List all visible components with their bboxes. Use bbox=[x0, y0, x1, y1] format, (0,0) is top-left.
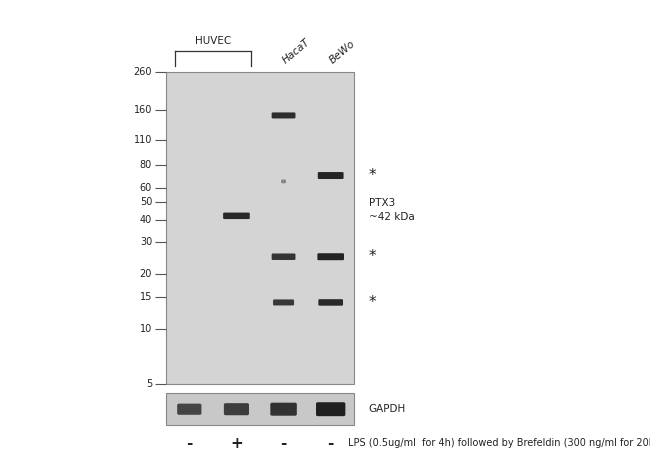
Text: LPS (0.5ug/ml  for 4h) followed by Brefeldin (300 ng/ml for 20h): LPS (0.5ug/ml for 4h) followed by Brefel… bbox=[348, 438, 650, 448]
FancyBboxPatch shape bbox=[273, 299, 294, 306]
Text: -: - bbox=[186, 436, 192, 451]
Text: HacaT: HacaT bbox=[280, 36, 312, 65]
FancyBboxPatch shape bbox=[224, 403, 249, 415]
FancyBboxPatch shape bbox=[281, 179, 286, 183]
FancyBboxPatch shape bbox=[316, 402, 345, 416]
Text: BeWo: BeWo bbox=[328, 38, 357, 65]
Text: 80: 80 bbox=[140, 160, 152, 170]
Text: 15: 15 bbox=[140, 292, 152, 302]
Text: -: - bbox=[328, 436, 334, 451]
Text: 160: 160 bbox=[134, 106, 152, 115]
Text: 260: 260 bbox=[134, 67, 152, 77]
Text: 110: 110 bbox=[134, 135, 152, 145]
FancyBboxPatch shape bbox=[272, 113, 296, 119]
FancyBboxPatch shape bbox=[166, 72, 354, 384]
FancyBboxPatch shape bbox=[317, 253, 344, 260]
Text: *: * bbox=[369, 295, 376, 310]
FancyBboxPatch shape bbox=[318, 172, 344, 179]
FancyBboxPatch shape bbox=[223, 213, 250, 219]
FancyBboxPatch shape bbox=[270, 403, 297, 416]
FancyBboxPatch shape bbox=[272, 253, 296, 260]
Text: +: + bbox=[230, 436, 243, 451]
Text: *: * bbox=[369, 249, 376, 264]
Text: 5: 5 bbox=[146, 379, 152, 389]
Text: GAPDH: GAPDH bbox=[369, 404, 406, 414]
FancyBboxPatch shape bbox=[177, 404, 202, 415]
Text: HUVEC: HUVEC bbox=[195, 36, 231, 47]
Text: PTX3
~42 kDa: PTX3 ~42 kDa bbox=[369, 198, 414, 222]
Text: -: - bbox=[280, 436, 287, 451]
Text: *: * bbox=[369, 168, 376, 183]
Text: 40: 40 bbox=[140, 215, 152, 225]
Text: 60: 60 bbox=[140, 183, 152, 193]
Text: 20: 20 bbox=[140, 269, 152, 279]
FancyBboxPatch shape bbox=[166, 393, 354, 425]
FancyBboxPatch shape bbox=[318, 299, 343, 306]
Text: 50: 50 bbox=[140, 197, 152, 207]
Text: 10: 10 bbox=[140, 324, 152, 334]
Text: 30: 30 bbox=[140, 237, 152, 247]
